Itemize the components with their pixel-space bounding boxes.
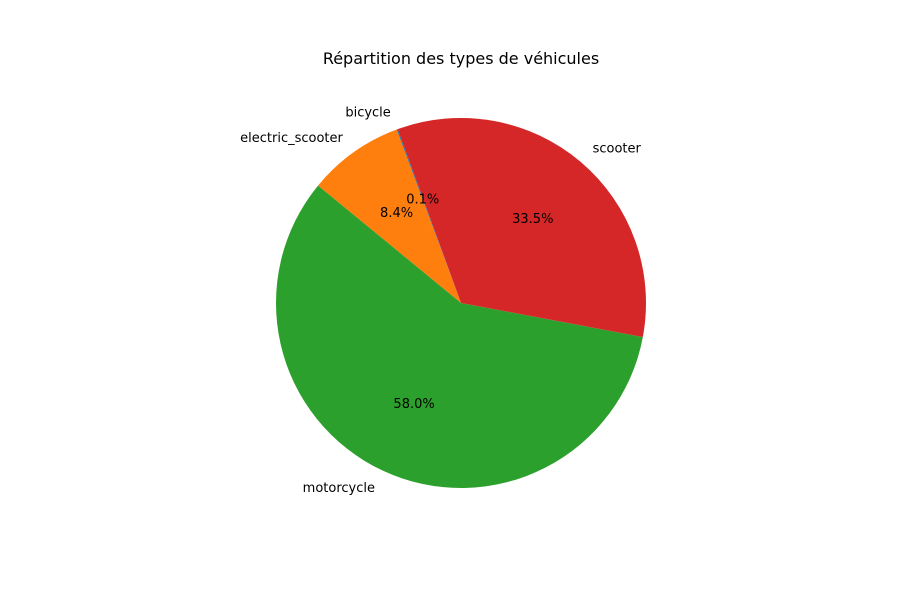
pie-label-scooter: scooter [593,141,642,156]
pie-pct-bicycle: 0.1% [406,192,439,207]
pie-slice-scooter [397,118,646,338]
pie-slice-motorcycle [276,185,643,489]
pie-pct-electric-scooter: 8.4% [380,206,413,221]
pie-label-motorcycle: motorcycle [303,481,375,496]
pie-pct-scooter: 33.5% [512,212,553,227]
pie-label-bicycle: bicycle [345,105,390,120]
pie-label-electric-scooter: electric_scooter [240,131,343,146]
pie-slice-bicycle [396,129,461,303]
chart-title: Répartition des types de véhicules [323,49,599,68]
pie-slice-electric-scooter [318,129,461,303]
pie-slices [276,118,646,489]
pie-percent-labels: 0.1%8.4% 58.0% 33.5% [380,192,553,412]
pie-pct-motorcycle: 58.0% [393,397,434,412]
